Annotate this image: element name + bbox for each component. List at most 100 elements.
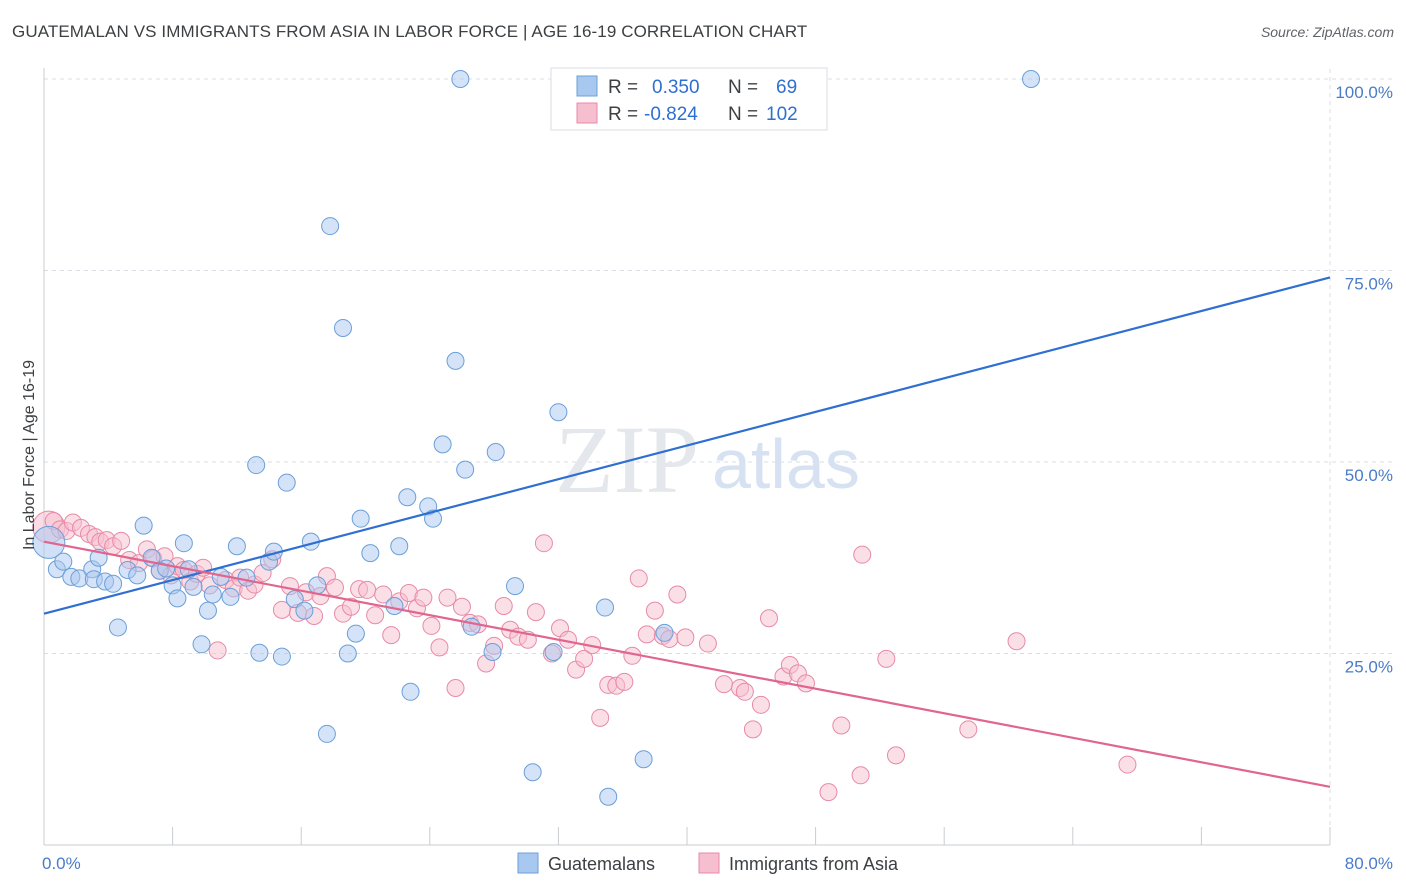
point-guatemalans (346, 624, 365, 643)
point-guatemalans (549, 403, 568, 422)
point-immigrants-asia (1118, 755, 1137, 774)
trend-line-immigrants-asia (43, 540, 1331, 788)
y-tick-label: 100.0% (1335, 83, 1393, 102)
point-immigrants-asia (591, 708, 610, 727)
point-guatemalans (203, 585, 222, 604)
y-tick-label: 75.0% (1345, 275, 1393, 294)
legend-r-label-2: R = (608, 104, 638, 125)
point-immigrants-asia (759, 609, 778, 628)
point-immigrants-asia (743, 720, 762, 739)
point-guatemalans (308, 576, 327, 595)
point-immigrants-asia (698, 634, 717, 653)
legend-n-label-1: N = (728, 77, 758, 98)
point-immigrants-asia (629, 569, 648, 588)
point-guatemalans (596, 598, 615, 617)
point-guatemalans (134, 516, 153, 535)
chart-title: GUATEMALAN VS IMMIGRANTS FROM ASIA IN LA… (12, 22, 808, 41)
point-immigrants-asia (645, 601, 664, 620)
legend-n-value-1: 69 (776, 77, 797, 98)
point-immigrants-asia (615, 672, 634, 691)
point-immigrants-asia (819, 783, 838, 802)
point-guatemalans (247, 456, 266, 475)
point-immigrants-asia (668, 585, 687, 604)
legend-n-value-2: 102 (766, 104, 798, 125)
trend-line-guatemalans (43, 276, 1331, 615)
point-guatemalans (192, 635, 211, 654)
legend-r-value-2: -0.824 (644, 104, 698, 125)
point-guatemalans (184, 577, 203, 596)
bottom-legend-swatch-pink (698, 852, 720, 874)
point-immigrants-asia (382, 626, 401, 645)
point-guatemalans (198, 601, 217, 620)
point-guatemalans (104, 574, 123, 593)
point-guatemalans (599, 787, 618, 806)
point-guatemalans (272, 647, 291, 666)
point-guatemalans (237, 568, 256, 587)
legend: R = 0.350 N = 69 R = -0.824 N = 102 (550, 67, 828, 131)
point-guatemalans (634, 750, 653, 769)
y-axis-label: In Labor Force | Age 16-19 (21, 360, 38, 550)
point-immigrants-asia (676, 628, 695, 647)
point-guatemalans (361, 544, 380, 563)
bottom-legend-label-guatemalans: Guatemalans (548, 854, 655, 874)
trend-lines (43, 276, 1331, 788)
point-guatemalans (168, 589, 187, 608)
x-tick-label: 80.0% (1345, 854, 1393, 873)
point-immigrants-asia (208, 641, 227, 660)
point-guatemalans (351, 509, 370, 528)
point-immigrants-asia (452, 597, 471, 616)
point-immigrants-asia (714, 675, 733, 694)
point-immigrants-asia (851, 766, 870, 785)
legend-n-label-2: N = (728, 104, 758, 125)
point-guatemalans (390, 537, 409, 556)
point-guatemalans (462, 617, 481, 636)
point-guatemalans (451, 70, 470, 88)
point-guatemalans (446, 351, 465, 370)
bottom-legend-swatch-blue (517, 852, 539, 874)
legend-swatch-blue (576, 75, 598, 97)
point-guatemalans (157, 559, 176, 578)
point-immigrants-asia (342, 597, 361, 616)
point-guatemalans (295, 601, 314, 620)
point-guatemalans (544, 642, 563, 661)
watermark: ZIP atlas (555, 406, 860, 513)
point-guatemalans (385, 597, 404, 616)
point-guatemalans (338, 644, 357, 663)
point-immigrants-asia (751, 695, 770, 714)
point-guatemalans (523, 763, 542, 782)
point-immigrants-asia (735, 682, 754, 701)
y-tick-label: 25.0% (1345, 658, 1393, 677)
point-immigrants-asia (637, 625, 656, 644)
point-immigrants-asia (422, 616, 441, 635)
chart-source: Source: ZipAtlas.com (1260, 24, 1394, 40)
bottom-legend: Guatemalans Immigrants from Asia (517, 852, 899, 874)
point-immigrants-asia (358, 580, 377, 599)
point-immigrants-asia (886, 746, 905, 765)
point-guatemalans (655, 623, 674, 642)
point-guatemalans (277, 473, 296, 492)
point-guatemalans (321, 217, 340, 236)
point-guatemalans (398, 488, 417, 507)
point-immigrants-asia (430, 638, 449, 657)
point-guatemalans (483, 642, 502, 661)
point-immigrants-asia (853, 545, 872, 564)
point-guatemalans (433, 435, 452, 454)
point-guatemalans (505, 577, 524, 596)
point-immigrants-asia (374, 585, 393, 604)
series-immigrants-from-asia (32, 510, 1137, 802)
series-guatemalans (32, 70, 1041, 806)
point-immigrants-asia (112, 531, 131, 550)
point-immigrants-asia (414, 588, 433, 607)
point-guatemalans (424, 509, 443, 528)
watermark-zip: ZIP (555, 406, 699, 513)
point-guatemalans (401, 682, 420, 701)
point-guatemalans (108, 618, 127, 637)
point-immigrants-asia (366, 606, 385, 625)
point-immigrants-asia (446, 678, 465, 697)
point-immigrants-asia (832, 716, 851, 735)
point-immigrants-asia (877, 649, 896, 668)
point-guatemalans (54, 552, 73, 571)
bottom-legend-label-asia: Immigrants from Asia (729, 854, 899, 874)
axes (43, 68, 1331, 846)
